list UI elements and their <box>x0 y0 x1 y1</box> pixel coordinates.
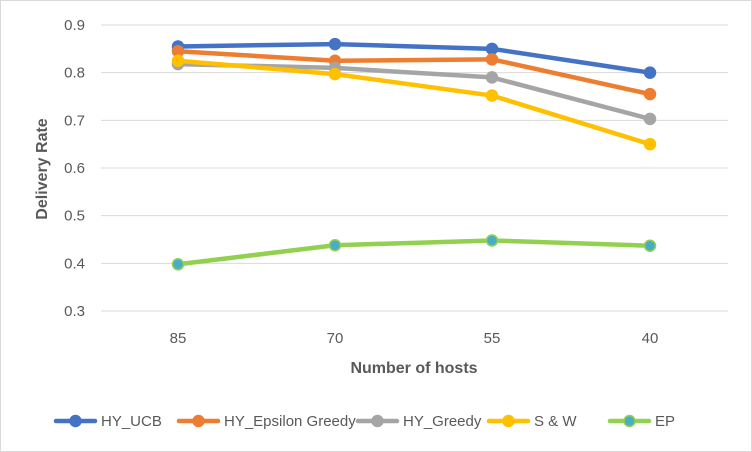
data-point <box>643 239 657 252</box>
data-point <box>485 53 499 66</box>
legend-label: HY_Epsilon Greedy <box>224 413 356 430</box>
data-point <box>643 137 657 151</box>
x-tick-label: 55 <box>484 330 501 347</box>
data-point <box>485 89 499 102</box>
data-point <box>643 66 657 79</box>
x-axis-title: Number of hosts <box>350 360 477 377</box>
x-tick-label: 70 <box>327 330 344 347</box>
data-point <box>643 87 657 101</box>
legend-item: HY_Greedy <box>355 413 482 430</box>
data-point <box>328 67 342 81</box>
legend-label: HY_UCB <box>101 413 162 430</box>
x-axis-ticks: 85 70 55 40 <box>170 330 659 347</box>
y-axis-ticks: 0.3 0.4 0.5 0.6 0.7 0.8 0.9 <box>64 17 85 320</box>
y-tick-label: 0.3 <box>64 303 85 320</box>
series-line <box>175 48 653 97</box>
series-hy-epsilon-greedy <box>171 44 657 101</box>
data-point <box>485 71 499 84</box>
data-point <box>485 234 499 247</box>
legend-swatch-marker <box>69 414 82 428</box>
y-tick-label: 0.7 <box>64 112 85 129</box>
legend-swatch-marker <box>192 414 205 428</box>
series-line <box>175 41 653 75</box>
legend-swatch-marker <box>371 414 384 428</box>
series-s-w <box>171 54 657 151</box>
data-point <box>171 54 185 67</box>
legend-swatch-marker <box>502 414 515 428</box>
legend-item: EP <box>607 413 675 430</box>
y-axis-title: Delivery Rate <box>34 118 51 219</box>
data-point <box>485 42 499 56</box>
y-tick-label: 0.5 <box>64 208 85 225</box>
data-point <box>328 238 342 252</box>
y-tick-label: 0.4 <box>64 255 85 272</box>
legend-label: HY_Greedy <box>403 413 482 430</box>
data-point <box>643 112 657 126</box>
legend-label: S & W <box>534 413 577 430</box>
legend-label: EP <box>655 413 675 430</box>
legend-swatch-marker <box>623 414 636 428</box>
y-tick-label: 0.8 <box>64 65 85 82</box>
data-point <box>328 37 342 51</box>
legend: HY_UCB HY_Epsilon Greedy HY_Greedy S & W EP <box>53 413 675 430</box>
legend-item: HY_UCB <box>53 413 162 430</box>
series-line <box>175 58 653 147</box>
series-hy-ucb <box>171 37 657 79</box>
x-tick-label: 40 <box>642 330 659 347</box>
series-ep <box>171 234 657 271</box>
data-point <box>171 258 185 271</box>
y-tick-label: 0.6 <box>64 160 85 177</box>
legend-item: S & W <box>486 413 577 430</box>
legend-item: HY_Epsilon Greedy <box>176 413 356 430</box>
series-group <box>171 37 657 271</box>
y-tick-label: 0.9 <box>64 17 85 34</box>
gridlines <box>101 24 728 312</box>
x-tick-label: 85 <box>170 330 187 347</box>
series-line <box>175 238 653 267</box>
